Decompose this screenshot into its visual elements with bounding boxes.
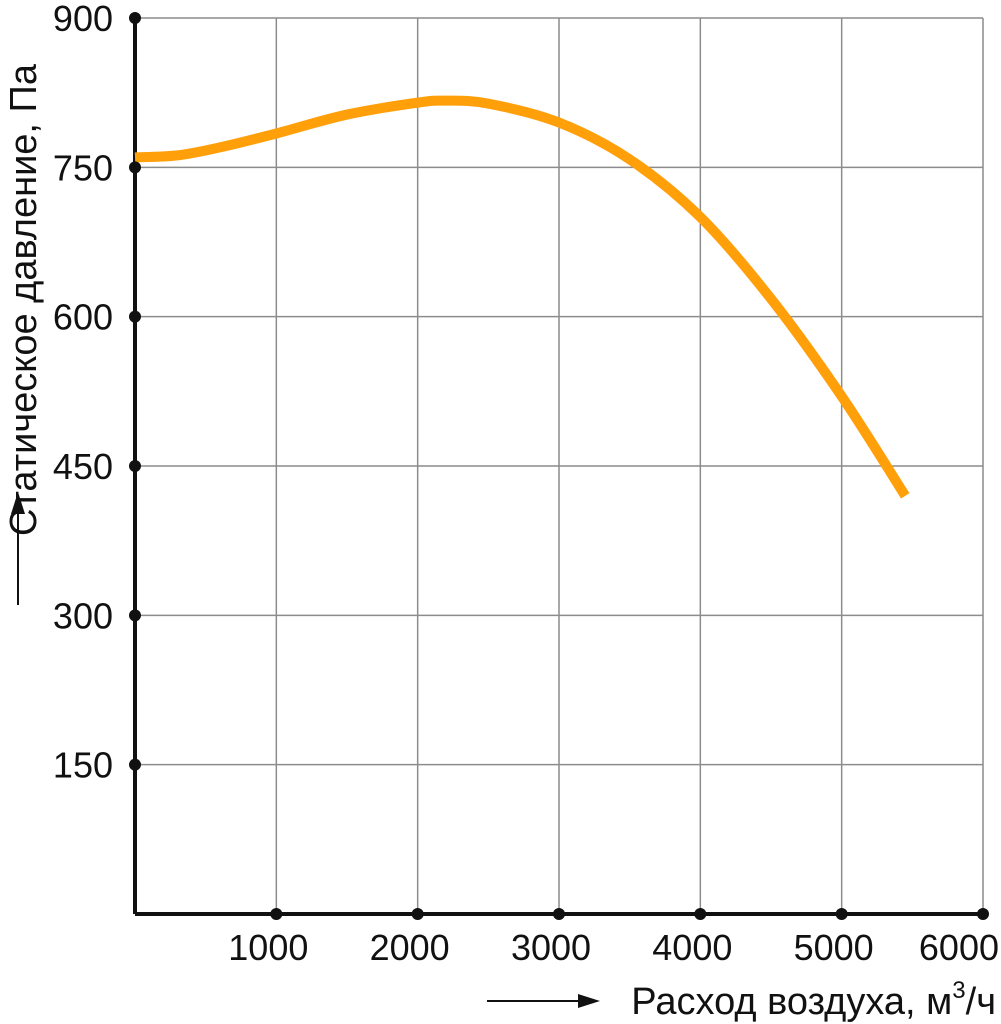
x-tick-label: 3000 — [511, 927, 591, 968]
y-tick-dot-900 — [129, 12, 141, 24]
x-tick-dot-2000 — [411, 908, 424, 920]
x-axis-title: Расход воздуха, м3/ч — [631, 977, 996, 1023]
y-tick-label: 750 — [53, 147, 113, 188]
y-tick-label: 300 — [53, 595, 113, 636]
series-group — [134, 95, 910, 499]
x-axis-title-tail: /ч — [966, 981, 996, 1023]
grid-lines — [135, 17, 984, 914]
y-axis-title: Статическое давление, Па — [3, 63, 45, 536]
series-line-0 — [134, 95, 910, 499]
x-axis-arrow — [487, 994, 600, 1008]
y-axis-arrow — [11, 492, 25, 605]
x-tick-dot-4000 — [694, 908, 707, 920]
x-axis-title-superscript: 3 — [952, 977, 965, 1004]
x-tick-label: 6000 — [919, 927, 999, 968]
x-tick-dot-5000 — [835, 908, 848, 920]
y-tick-label: 900 — [53, 0, 113, 39]
tick-labels: 150 300 450 600 750 900 1000 2000 3000 4000 5000 60… — [53, 0, 999, 968]
x-tick-dot-6000 — [977, 908, 989, 920]
y-tick-dot-150 — [129, 758, 141, 771]
tick-marks — [129, 12, 989, 920]
x-arrow-head — [578, 994, 600, 1008]
x-tick-label: 4000 — [652, 927, 732, 968]
y-tick-label: 450 — [53, 446, 113, 487]
y-tick-dot-750 — [129, 161, 141, 174]
y-axis-title-group: Статическое давление, Па — [3, 63, 45, 536]
x-tick-label: 2000 — [370, 927, 450, 968]
x-axis-title-main: Расход воздуха, м — [631, 981, 952, 1023]
x-tick-label: 1000 — [228, 927, 308, 968]
y-tick-dot-300 — [129, 609, 141, 622]
x-tick-label: 5000 — [794, 927, 874, 968]
y-tick-dot-450 — [129, 460, 141, 472]
y-tick-dot-600 — [129, 310, 141, 323]
y-tick-label: 150 — [53, 745, 113, 786]
y-arrow-head — [11, 492, 25, 514]
x-tick-dot-3000 — [553, 908, 565, 920]
x-tick-dot-1000 — [270, 908, 283, 920]
y-tick-label: 600 — [53, 297, 113, 338]
